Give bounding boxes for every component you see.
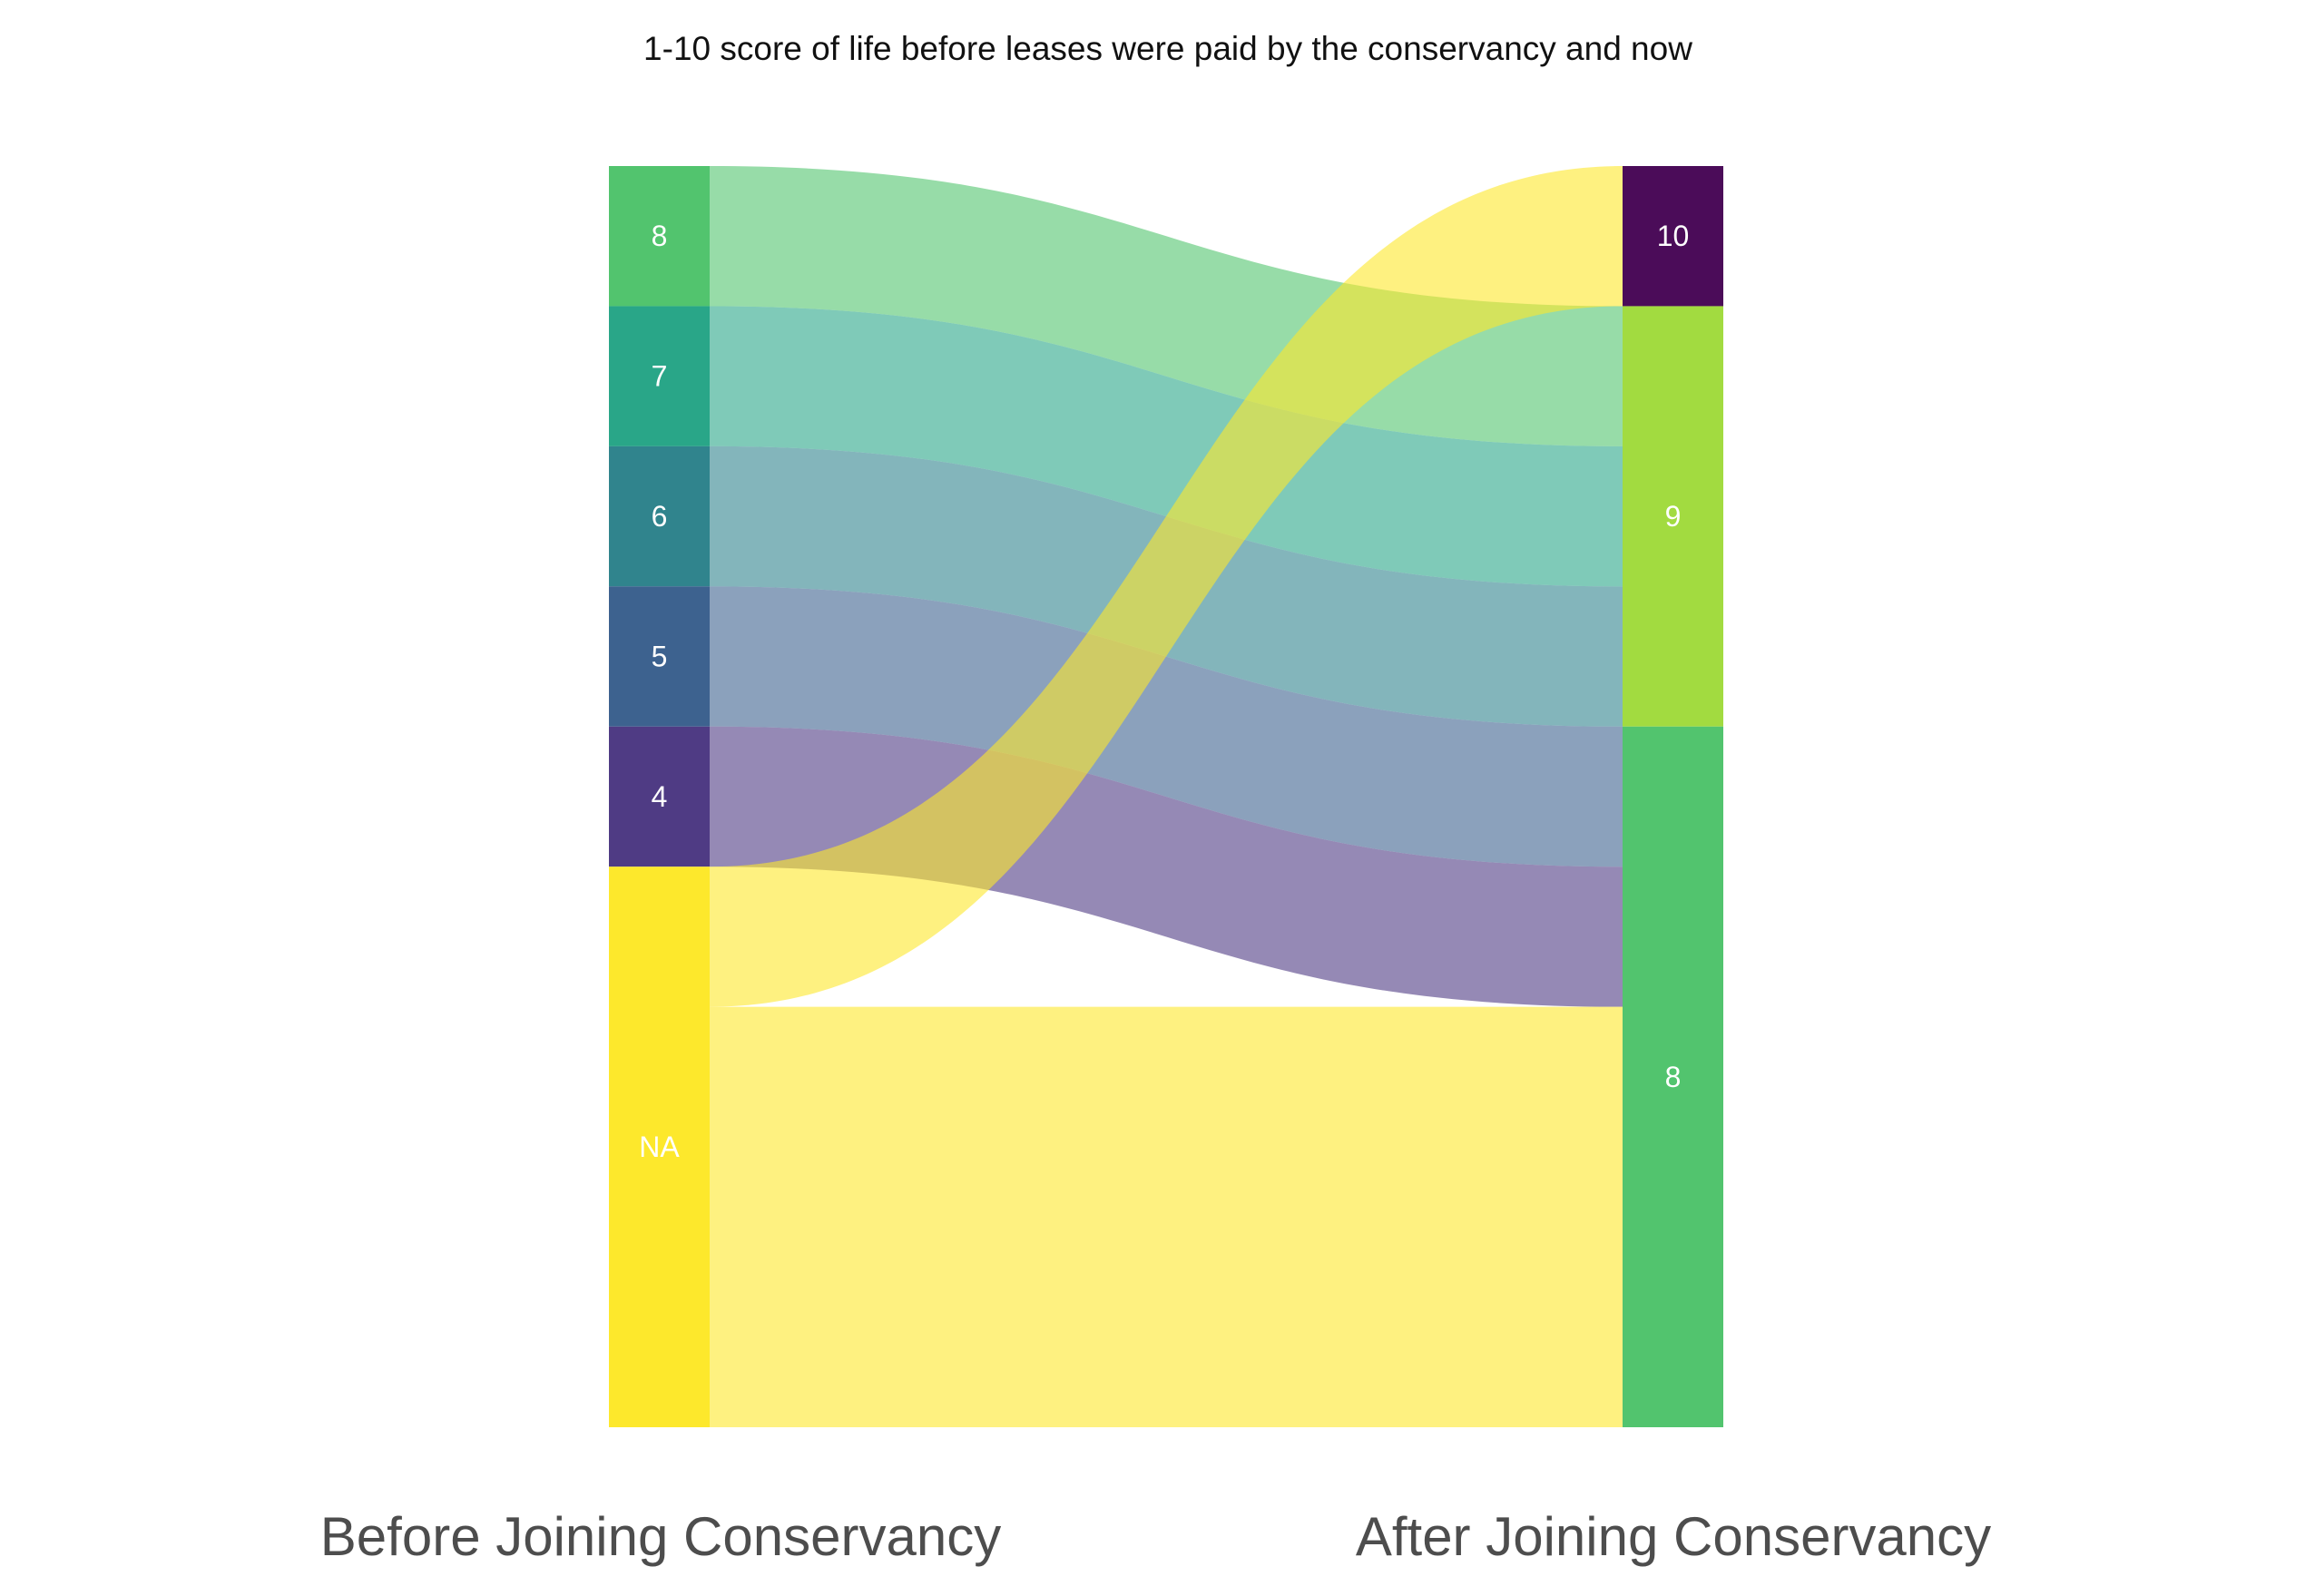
left-node-label-b7: 7 [652,360,668,393]
right-node-label-a9: 9 [1665,500,1682,533]
left-node-b7 [609,306,710,446]
left-axis-label: Before Joining Conservancy [320,1506,1001,1567]
left-node-label-b4: 4 [652,780,668,813]
chart-title: 1-10 score of life before leases were pa… [643,30,1692,67]
left-node-b8 [609,166,710,307]
nodes-layer: 8 7 6 5 4 NA 10 9 8 [609,166,1723,1427]
left-node-label-bNA: NA [639,1131,680,1163]
flow-b5-to-a8 [710,586,1623,867]
left-node-bNA [609,867,710,1427]
flow-bNA-to-a10 [710,166,1623,1007]
left-node-b4 [609,726,710,867]
left-node-b5 [609,586,710,727]
flows-layer [710,166,1623,1427]
flow-bNA-to-a8 [710,1006,1623,1427]
left-node-label-b8: 8 [652,220,668,252]
right-node-a9 [1623,306,1723,727]
right-node-a8 [1623,726,1723,1427]
left-node-label-b6: 6 [652,500,668,533]
left-node-label-b5: 5 [652,641,668,673]
right-axis-label: After Joining Conservancy [1356,1506,1991,1567]
right-node-a10 [1623,166,1723,307]
right-node-label-a8: 8 [1665,1061,1682,1093]
flow-b7-to-a9 [710,306,1623,587]
left-node-b6 [609,446,710,587]
right-node-label-a10: 10 [1657,220,1690,252]
